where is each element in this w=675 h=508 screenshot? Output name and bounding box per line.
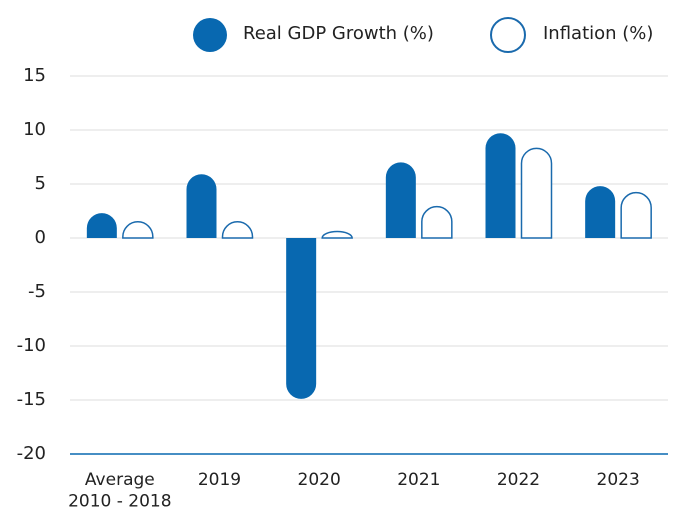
x-tick-label: Average 2010 - 2018	[68, 470, 171, 508]
bar	[86, 213, 117, 238]
y-tick-label: -20	[17, 443, 46, 464]
bar	[620, 191, 652, 239]
legend-label: Real GDP Growth (%)	[243, 23, 434, 44]
x-tick-label: 2022	[497, 470, 540, 490]
bar	[286, 238, 317, 399]
x-tick-label: 2019	[198, 470, 241, 490]
bar	[385, 162, 416, 238]
y-tick-label: -10	[17, 335, 46, 356]
bar	[186, 174, 217, 238]
bar	[520, 147, 553, 239]
x-tick-label: 2023	[597, 470, 640, 490]
y-tick-label: -5	[28, 281, 46, 302]
bar	[585, 186, 616, 238]
legend-label: Inflation (%)	[543, 23, 653, 44]
bar	[485, 133, 516, 238]
y-tick-label: 5	[35, 173, 46, 194]
y-tick-label: 15	[23, 65, 46, 86]
bar	[421, 206, 453, 239]
legend-swatch	[490, 17, 526, 53]
bar	[321, 230, 353, 239]
y-tick-label: 10	[23, 119, 46, 140]
x-tick-label: 2021	[397, 470, 440, 490]
legend-swatch	[193, 18, 227, 52]
y-tick-label: -15	[17, 389, 46, 410]
bar	[221, 221, 254, 239]
y-tick-label: 0	[35, 227, 46, 248]
x-tick-label: 2020	[298, 470, 341, 490]
bar	[122, 221, 154, 239]
